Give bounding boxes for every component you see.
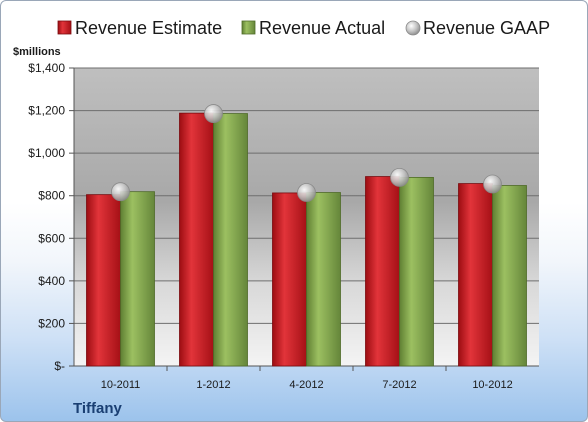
- y-tick-label: $400: [38, 274, 65, 288]
- gaap-marker: [390, 168, 409, 187]
- x-tick-label: 7-2012: [382, 379, 416, 391]
- gaap-marker: [483, 174, 502, 194]
- x-tick-label: 10-2011: [101, 379, 141, 391]
- estimate-bar: [458, 183, 493, 367]
- actual-bar: [306, 192, 341, 367]
- legend-label: Revenue Actual: [259, 18, 385, 38]
- actual-bar: [120, 191, 155, 367]
- estimate-bar: [86, 194, 121, 367]
- gaap-marker: [111, 182, 130, 202]
- legend-label: Revenue GAAP: [423, 18, 550, 38]
- gaap-marker: [297, 183, 316, 202]
- y-tick-label: $800: [38, 189, 65, 203]
- x-tick-label: 10-2012: [472, 379, 512, 391]
- legend-swatch: [405, 20, 421, 36]
- gaap-marker: [204, 104, 223, 123]
- y-tick-label: $1,200: [28, 104, 65, 118]
- y-tick-label: $-: [54, 359, 65, 373]
- estimate-bar: [365, 176, 400, 367]
- x-tick-label: 1-2012: [196, 379, 230, 391]
- estimate-bar: [179, 112, 214, 367]
- legend-swatch: [57, 20, 72, 35]
- company-name: Tiffany: [73, 400, 123, 417]
- y-tick-label: $200: [38, 316, 65, 330]
- actual-bar: [213, 113, 248, 367]
- unit-label: $millions: [13, 46, 61, 58]
- y-tick-label: $1,000: [28, 146, 65, 160]
- estimate-bar: [272, 192, 307, 367]
- y-tick-label: $1,400: [28, 61, 65, 75]
- legend-swatch: [241, 20, 256, 35]
- y-tick-label: $600: [38, 231, 65, 245]
- x-tick-label: 4-2012: [289, 379, 323, 391]
- legend-label: Revenue Estimate: [75, 18, 222, 38]
- actual-bar: [399, 177, 434, 367]
- actual-bar: [492, 185, 527, 367]
